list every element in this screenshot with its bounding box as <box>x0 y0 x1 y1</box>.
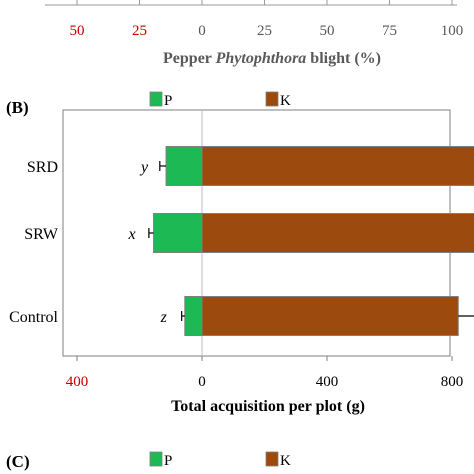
x-tick-label: 400 <box>316 374 339 390</box>
x-axis-title: Total acquisition per plot (g) <box>171 398 365 415</box>
significance-letter: z <box>160 309 168 326</box>
legend-label: P <box>164 453 172 469</box>
legend-swatch-p <box>149 91 163 107</box>
legend-swatch-p <box>149 451 163 467</box>
top-tick-label: 25 <box>132 23 147 39</box>
top-axis-title: Pepper Phytophthora blight (%) <box>163 50 381 67</box>
x-tick-label: 0 <box>198 374 206 390</box>
bar-k <box>201 146 474 186</box>
category-label: SRW <box>24 226 59 243</box>
panel-c-label: (C) <box>6 452 30 471</box>
bar-k <box>201 296 459 336</box>
top-tick-label: 100 <box>441 23 464 39</box>
bar-k <box>201 213 474 253</box>
legend-label: K <box>280 93 291 109</box>
top-tick-label: 50 <box>70 23 85 39</box>
bar-p <box>165 146 203 186</box>
legend-label: K <box>280 453 291 469</box>
bar-p <box>184 296 203 336</box>
x-tick-label: 400 <box>66 374 89 390</box>
top-tick-label: 0 <box>198 23 206 39</box>
x-tick-label: 800 <box>441 374 464 390</box>
top-tick-label: 25 <box>257 23 272 39</box>
legend-swatch-k <box>265 451 279 467</box>
significance-letter: y <box>139 159 149 176</box>
top-axis: 50 25 0 25 50 75 100 Pepper Phytophthora bligh… <box>45 0 463 67</box>
category-label: Control <box>9 309 58 326</box>
top-tick-label: 50 <box>320 23 335 39</box>
legend-label: P <box>164 93 172 109</box>
legend-swatch-k <box>265 91 279 107</box>
bar-p <box>153 213 203 253</box>
category-label: SRD <box>27 159 58 176</box>
top-tick-label: 75 <box>382 23 397 39</box>
significance-letter: x <box>127 226 135 243</box>
panel-b-label: (B) <box>6 98 29 117</box>
